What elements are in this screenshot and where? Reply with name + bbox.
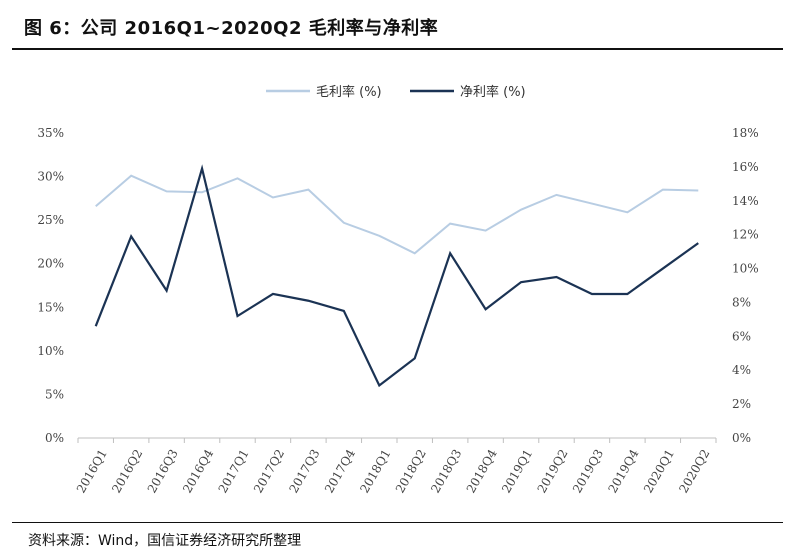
- series-lines: [94, 164, 699, 388]
- legend: 毛利率 (%) 净利率 (%): [266, 84, 526, 100]
- x-tick-label: 2016Q1: [74, 447, 110, 496]
- source-note: 资料来源：Wind，国信证券经济研究所整理: [28, 533, 302, 549]
- y-right-tick-label: 4%: [732, 363, 751, 377]
- y-left-tick-label: 30%: [37, 170, 64, 184]
- x-tick-label: 2017Q2: [251, 447, 287, 496]
- x-tick-label: 2018Q4: [464, 447, 500, 496]
- y-right-tick-label: 10%: [732, 262, 759, 276]
- net-margin-line: [94, 164, 699, 388]
- y-right-tick-label: 14%: [732, 194, 759, 208]
- x-tick-label: 2020Q2: [676, 447, 712, 496]
- x-tick-label: 2016Q3: [145, 447, 181, 496]
- top-rule: [12, 48, 783, 50]
- y-right-tick-label: 2%: [732, 397, 751, 411]
- chart-title: 图 6：公司 2016Q1~2020Q2 毛利率与净利率: [24, 18, 439, 39]
- x-tick-label: 2018Q1: [357, 447, 393, 496]
- x-tick-label: 2019Q3: [570, 447, 606, 496]
- x-tick-label: 2020Q1: [641, 447, 677, 496]
- gross-margin-line: [95, 174, 699, 255]
- x-tick-label: 2017Q1: [216, 447, 252, 496]
- legend-gross-label: 毛利率 (%): [316, 84, 382, 100]
- y-left-tick-label: 25%: [37, 213, 64, 227]
- x-tick-label: 2019Q2: [535, 447, 571, 496]
- y-right-tick-label: 12%: [732, 228, 759, 242]
- x-tick-label: 2019Q1: [499, 447, 535, 496]
- y-right-tick-label: 8%: [732, 295, 751, 309]
- x-tick-label: 2017Q3: [286, 447, 322, 496]
- y-left-tick-label: 20%: [37, 257, 64, 271]
- y-right-tick-label: 0%: [732, 431, 751, 445]
- y-right-tick-label: 16%: [732, 160, 759, 174]
- y-right-tick-label: 6%: [732, 329, 751, 343]
- y-left-tick-label: 10%: [37, 344, 64, 358]
- legend-net-label: 净利率 (%): [460, 84, 526, 100]
- y-left-tick-label: 0%: [45, 431, 64, 445]
- x-tick-label: 2018Q3: [428, 447, 464, 496]
- y-left-tick-label: 5%: [45, 387, 64, 401]
- x-tick-label: 2016Q4: [180, 447, 216, 496]
- x-tick-label: 2016Q2: [109, 447, 145, 496]
- y-left-tick-label: 15%: [37, 300, 64, 314]
- y-left-tick-label: 35%: [37, 126, 64, 140]
- x-tick-label: 2018Q2: [393, 447, 429, 496]
- x-tick-label: 2019Q4: [605, 447, 641, 496]
- x-tick-label: 2017Q4: [322, 447, 358, 496]
- bottom-rule: [12, 522, 783, 523]
- y-right-tick-label: 18%: [732, 126, 759, 140]
